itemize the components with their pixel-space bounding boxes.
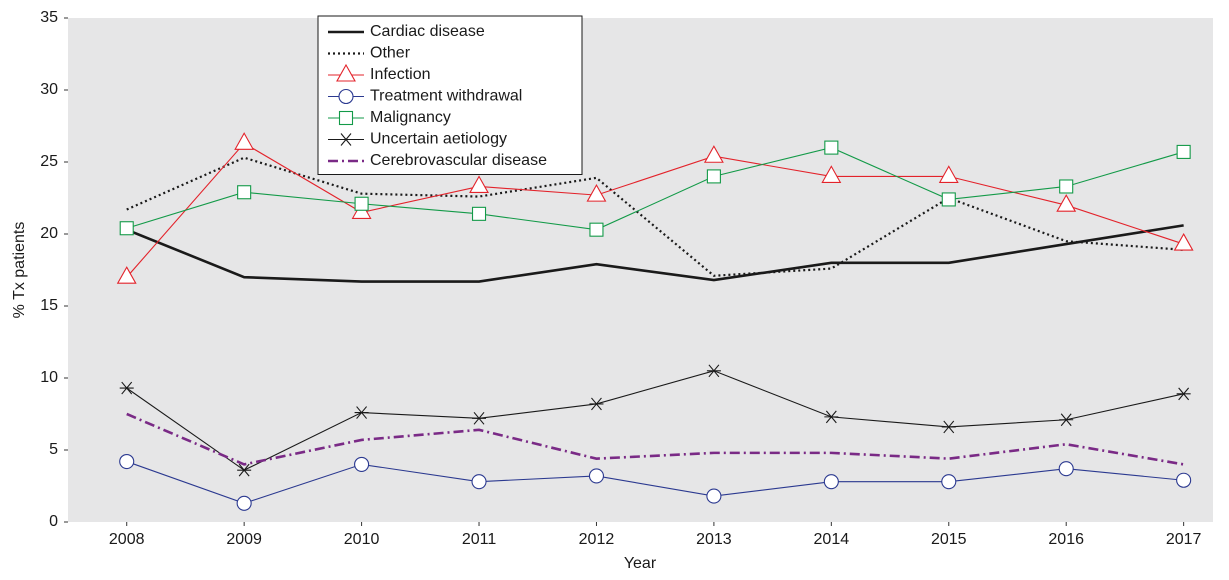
legend-label: Cerebrovascular disease xyxy=(370,152,547,169)
x-tick-label: 2009 xyxy=(226,531,262,548)
legend-label: Cardiac disease xyxy=(370,23,485,40)
marker-triangle xyxy=(234,132,255,150)
legend-label: Infection xyxy=(370,66,430,83)
marker-triangle xyxy=(938,165,959,183)
x-tick-label: 2017 xyxy=(1166,531,1202,548)
marker-circle xyxy=(338,88,354,105)
marker-circle xyxy=(471,474,487,490)
x-tick-label: 2011 xyxy=(462,531,497,548)
marker-square xyxy=(1176,144,1191,159)
marker-square xyxy=(941,192,956,207)
x-tick-label: 2012 xyxy=(579,531,615,548)
marker-asterisk xyxy=(237,463,252,477)
marker-circle xyxy=(119,453,135,470)
marker-circle xyxy=(823,474,839,490)
marker-asterisk xyxy=(589,397,604,411)
y-tick-label: 10 xyxy=(40,369,58,386)
marker-circle xyxy=(236,495,252,511)
series-line xyxy=(126,224,1184,283)
marker-asterisk xyxy=(1176,387,1191,401)
marker-triangle xyxy=(1173,232,1194,251)
marker-square xyxy=(589,222,604,237)
marker-square xyxy=(237,185,252,200)
marker-asterisk xyxy=(824,410,839,424)
y-tick-label: 5 xyxy=(49,441,58,458)
marker-asterisk xyxy=(339,133,353,146)
x-tick-label: 2015 xyxy=(931,531,967,548)
marker-circle xyxy=(706,488,722,504)
marker-asterisk xyxy=(1059,413,1074,427)
marker-triangle xyxy=(336,63,356,82)
marker-square xyxy=(1059,179,1074,194)
y-axis-label: % Tx patients xyxy=(11,222,28,319)
marker-triangle xyxy=(469,175,489,194)
y-tick-label: 25 xyxy=(40,153,58,170)
marker-square xyxy=(338,110,354,126)
marker-circle xyxy=(354,456,370,472)
x-tick-label: 2016 xyxy=(1048,531,1084,548)
legend-label: Treatment withdrawal xyxy=(370,88,522,105)
marker-square xyxy=(471,206,487,221)
marker-circle xyxy=(1058,461,1074,477)
marker-square xyxy=(706,169,721,184)
marker-circle xyxy=(941,474,957,490)
legend-box xyxy=(317,15,583,175)
legend-label: Uncertain aetiology xyxy=(370,131,507,148)
y-tick-label: 15 xyxy=(40,297,58,314)
marker-triangle xyxy=(116,266,137,284)
marker-circle xyxy=(1176,472,1192,488)
y-tick-label: 20 xyxy=(40,225,58,242)
y-tick-label: 0 xyxy=(49,513,58,530)
marker-triangle xyxy=(821,165,842,183)
marker-triangle xyxy=(703,145,724,163)
marker-circle xyxy=(588,468,605,484)
series-line xyxy=(126,147,1184,231)
y-tick-label: 30 xyxy=(40,81,58,98)
marker-square xyxy=(824,140,839,155)
x-tick-label: 2010 xyxy=(344,531,380,548)
series-line xyxy=(126,142,1184,278)
marker-asterisk xyxy=(706,364,721,378)
x-tick-label: 2008 xyxy=(109,531,145,548)
marker-square xyxy=(354,196,369,211)
y-tick-label: 35 xyxy=(40,9,58,26)
x-tick-label: 2013 xyxy=(696,531,732,548)
series-line xyxy=(126,461,1184,504)
legend-label: Malignancy xyxy=(370,109,451,126)
series-line xyxy=(126,370,1184,471)
marker-square xyxy=(119,221,134,236)
marker-triangle xyxy=(1056,194,1077,212)
marker-asterisk xyxy=(354,406,369,419)
x-axis-label: Year xyxy=(624,555,657,572)
marker-triangle xyxy=(586,183,607,202)
marker-asterisk xyxy=(941,420,956,434)
x-tick-label: 2014 xyxy=(814,531,850,548)
marker-asterisk xyxy=(472,411,487,425)
series-line xyxy=(126,412,1184,466)
legend-label: Other xyxy=(370,45,411,62)
marker-asterisk xyxy=(119,381,134,395)
